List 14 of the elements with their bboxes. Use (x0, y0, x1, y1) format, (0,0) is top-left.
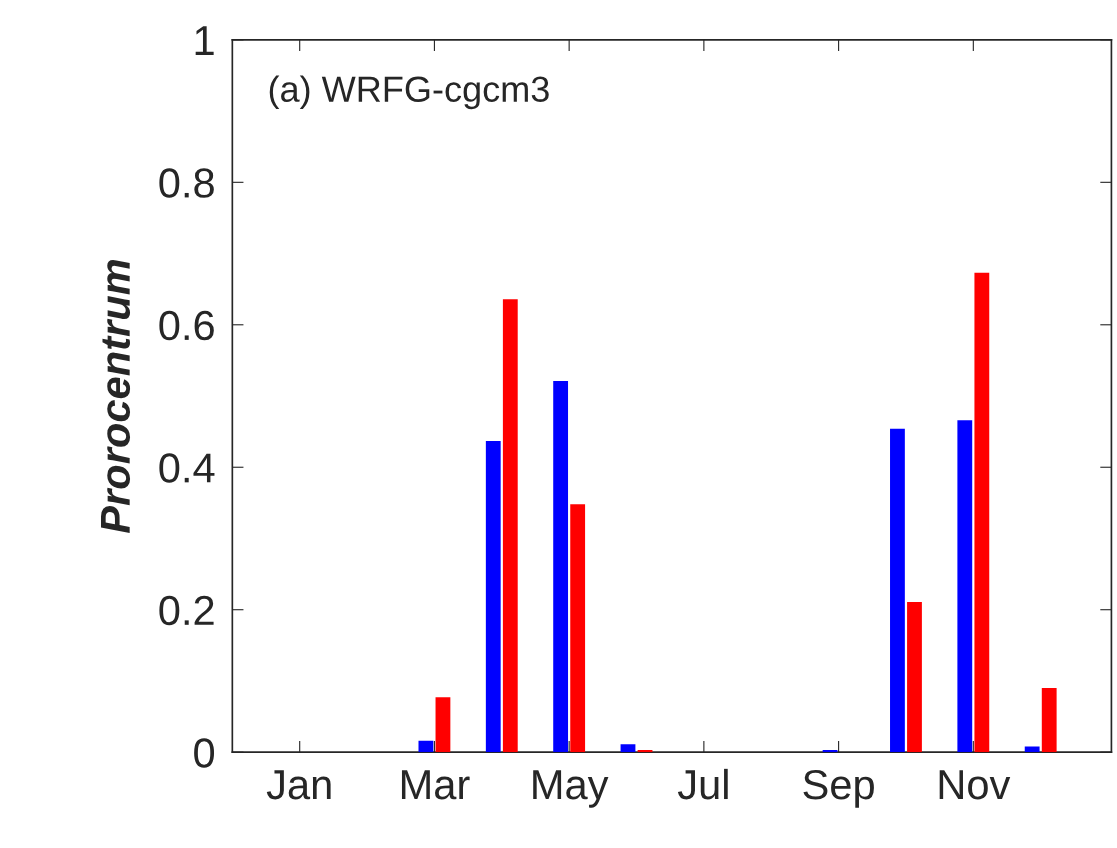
y-tick-label: 0.6 (159, 310, 214, 341)
x-tick-label: Jan (266, 770, 331, 800)
y-axis-title: Prorocentrum (101, 259, 131, 534)
x-tick-label: May (533, 770, 609, 808)
y-tick-label: 0 (194, 738, 215, 768)
y-tick-label: 0.4 (159, 453, 215, 483)
y-tick-label: 0.8 (159, 168, 214, 198)
x-tick-label: Sep (803, 769, 874, 808)
annotation: (a) WRFG-cgcm3 (269, 75, 549, 110)
y-tick-label: 0.2 (159, 595, 214, 626)
x-tick-label: Nov (939, 770, 1011, 800)
x-tick-label: Mar (401, 770, 470, 800)
y-tick-label: 1 (195, 26, 214, 55)
x-tick-label: Jul (677, 768, 728, 800)
